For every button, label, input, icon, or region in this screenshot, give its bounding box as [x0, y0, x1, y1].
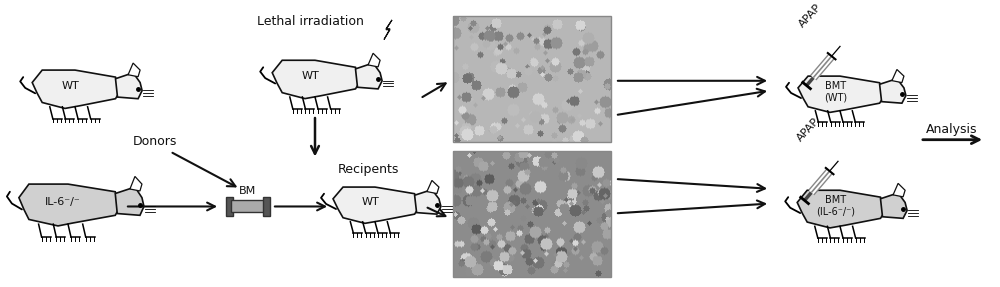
- Bar: [453, 16, 611, 142]
- Polygon shape: [356, 63, 382, 89]
- Polygon shape: [32, 70, 120, 108]
- Polygon shape: [115, 187, 144, 215]
- Polygon shape: [333, 187, 420, 223]
- Polygon shape: [19, 184, 120, 226]
- Polygon shape: [128, 63, 140, 77]
- Polygon shape: [368, 53, 380, 67]
- Polygon shape: [130, 177, 142, 191]
- Polygon shape: [116, 73, 142, 99]
- Text: APAP: APAP: [795, 116, 821, 144]
- Bar: [231, 199, 266, 212]
- Polygon shape: [797, 190, 886, 228]
- Text: APAP: APAP: [797, 2, 823, 30]
- Text: BM: BM: [239, 186, 257, 196]
- Text: IL-6⁻/⁻: IL-6⁻/⁻: [45, 197, 81, 207]
- Polygon shape: [881, 193, 907, 218]
- Text: BMT
(IL-6⁻/⁻): BMT (IL-6⁻/⁻): [816, 195, 855, 217]
- Polygon shape: [384, 20, 392, 40]
- Text: WT: WT: [302, 71, 319, 82]
- Text: WT: WT: [62, 81, 79, 91]
- Polygon shape: [880, 79, 906, 103]
- Text: Analysis: Analysis: [926, 123, 978, 136]
- Text: BMT
(WT): BMT (WT): [824, 81, 847, 102]
- Bar: [453, 152, 611, 277]
- Text: Lethal irradiation: Lethal irradiation: [257, 15, 363, 28]
- Polygon shape: [892, 69, 904, 83]
- Polygon shape: [272, 60, 360, 99]
- Polygon shape: [798, 76, 885, 113]
- Bar: [263, 197, 270, 216]
- Polygon shape: [427, 181, 439, 193]
- Text: WT: WT: [362, 197, 379, 208]
- Polygon shape: [893, 183, 905, 197]
- Text: Donors: Donors: [133, 135, 177, 148]
- Polygon shape: [415, 190, 441, 214]
- Text: Recipents: Recipents: [337, 163, 399, 176]
- Bar: [226, 197, 233, 216]
